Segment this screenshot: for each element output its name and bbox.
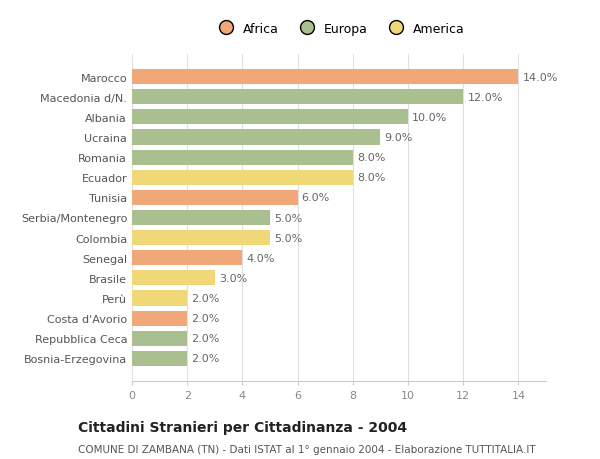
Text: 8.0%: 8.0% — [357, 153, 385, 163]
Bar — [132, 271, 215, 286]
Text: 14.0%: 14.0% — [523, 73, 558, 83]
Bar — [132, 130, 380, 145]
Bar — [132, 110, 408, 125]
Text: 5.0%: 5.0% — [274, 233, 302, 243]
Bar — [132, 230, 270, 246]
Text: Cittadini Stranieri per Cittadinanza - 2004: Cittadini Stranieri per Cittadinanza - 2… — [78, 420, 407, 434]
Text: 3.0%: 3.0% — [219, 273, 247, 283]
Text: 2.0%: 2.0% — [191, 313, 220, 324]
Text: 2.0%: 2.0% — [191, 353, 220, 364]
Text: 9.0%: 9.0% — [385, 133, 413, 143]
Text: 6.0%: 6.0% — [302, 193, 330, 203]
Bar — [132, 190, 298, 206]
Text: 4.0%: 4.0% — [247, 253, 275, 263]
Text: 12.0%: 12.0% — [467, 93, 503, 102]
Text: COMUNE DI ZAMBANA (TN) - Dati ISTAT al 1° gennaio 2004 - Elaborazione TUTTITALIA: COMUNE DI ZAMBANA (TN) - Dati ISTAT al 1… — [78, 444, 536, 454]
Bar — [132, 90, 463, 105]
Text: 2.0%: 2.0% — [191, 334, 220, 343]
Text: 10.0%: 10.0% — [412, 112, 448, 123]
Bar — [132, 251, 242, 266]
Text: 8.0%: 8.0% — [357, 173, 385, 183]
Bar — [132, 331, 187, 346]
Bar — [132, 311, 187, 326]
Bar — [132, 170, 353, 185]
Bar — [132, 291, 187, 306]
Text: 5.0%: 5.0% — [274, 213, 302, 223]
Bar — [132, 150, 353, 165]
Bar — [132, 211, 270, 225]
Bar — [132, 70, 518, 85]
Text: 2.0%: 2.0% — [191, 293, 220, 303]
Bar — [132, 351, 187, 366]
Legend: Africa, Europa, America: Africa, Europa, America — [209, 19, 469, 39]
